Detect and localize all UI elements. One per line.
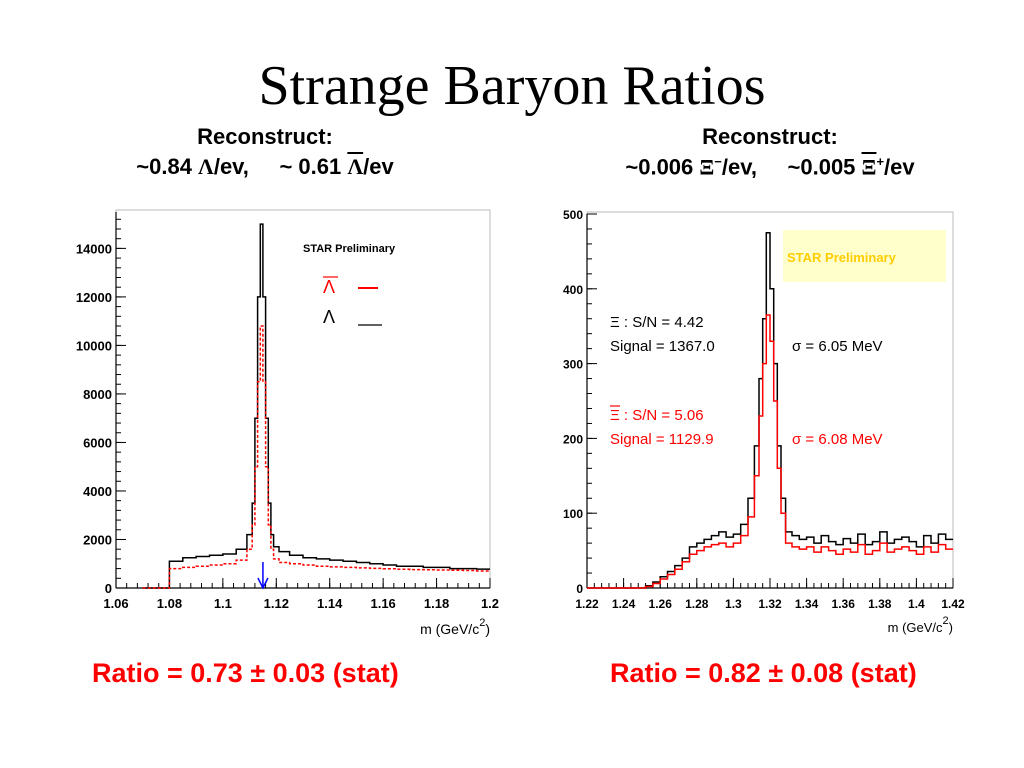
antilambda-yield-suffix: /ev	[363, 154, 394, 180]
x-tick-label: 1.08	[157, 596, 182, 611]
x-tick-label: 1.38	[868, 597, 892, 611]
legend-lambda-symbol: Λ	[323, 307, 335, 327]
star-preliminary-box	[783, 230, 946, 282]
page-title: Strange Baryon Ratios	[258, 55, 766, 117]
y-tick-label: 300	[563, 358, 583, 372]
star-preliminary-label: STAR Preliminary	[787, 250, 897, 265]
y-tick-label: 100	[563, 507, 583, 521]
y-tick-label: 6000	[83, 435, 112, 450]
annotation-text: Signal = 1129.9	[610, 431, 714, 448]
x-tick-label: 1.34	[795, 597, 819, 611]
annotation-text: σ = 6.05 MeV	[792, 338, 883, 355]
series-antiparticle-line	[142, 325, 490, 589]
x-tick-label: 1.3	[725, 597, 742, 611]
x-tick-label: 1.22	[575, 597, 599, 611]
x-axis-label: m (GeV/c2)	[888, 615, 953, 635]
y-tick-label: 10000	[76, 338, 112, 353]
y-tick-label: 8000	[83, 387, 112, 402]
x-tick-label: 1.28	[685, 597, 709, 611]
series-antiparticle-line	[587, 314, 953, 589]
antilambda-symbol: Λ	[347, 154, 364, 180]
x-tick-label: 1.4	[908, 597, 925, 611]
xi-charge: −	[714, 154, 722, 170]
y-tick-label: 400	[563, 283, 583, 297]
x-tick-label: 1.12	[264, 596, 289, 611]
left-ratio-text: Ratio = 0.73 ± 0.03 (stat)	[92, 658, 399, 688]
mass-arrow-head	[257, 577, 269, 590]
xi-yield-suffix: /ev,	[721, 154, 757, 180]
antixi-charge: +	[876, 154, 885, 170]
y-tick-label: 4000	[83, 484, 112, 499]
right-reconstruct-heading: Reconstruct:	[702, 124, 838, 149]
right-ratio-text: Ratio = 0.82 ± 0.08 (stat)	[610, 658, 917, 688]
antixi-yield-suffix: /ev	[884, 154, 915, 180]
series-particle-line	[142, 223, 490, 589]
star-preliminary-label: STAR Preliminary	[303, 243, 396, 255]
annotation-text: Signal = 1367.0	[610, 338, 715, 355]
x-axis-label: m (GeV/c2)	[420, 617, 490, 637]
x-tick-label: 1.06	[103, 596, 128, 611]
right-yield-line: ~0.006 Ξ−/ev, ~0.005 Ξ+/ev	[560, 154, 980, 181]
left-yield-line: ~0.84 Λ/ev, ~ 0.61 Λ/ev	[60, 154, 470, 180]
lambda-yield-prefix: ~0.84	[136, 154, 199, 180]
y-tick-label: 500	[563, 208, 583, 222]
x-tick-label: 1.2	[481, 596, 499, 611]
x-tick-label: 1.42	[941, 597, 965, 611]
lambda-symbol: Λ	[198, 154, 214, 180]
x-tick-label: 1.1	[214, 596, 232, 611]
y-tick-label: 14000	[76, 241, 112, 256]
y-tick-label: 0	[105, 581, 112, 596]
right-reconstruct-block: Reconstruct: ~0.006 Ξ−/ev, ~0.005 Ξ+/ev	[560, 124, 980, 181]
antilambda-yield-prefix: ~ 0.61	[279, 154, 348, 180]
x-tick-label: 1.32	[758, 597, 782, 611]
annotation-text: Ξ : S/N = 4.42	[610, 314, 704, 331]
annotation-text: σ = 6.08 MeV	[792, 431, 883, 448]
antixi-yield-prefix: ~0.005	[787, 154, 862, 180]
y-tick-label: 200	[563, 432, 583, 446]
series-particle-line	[587, 231, 953, 589]
x-tick-label: 1.18	[424, 596, 449, 611]
y-tick-label: 2000	[83, 532, 112, 547]
annotation-text: Ξ : S/N = 5.06	[610, 407, 704, 424]
lambda-yield-suffix: /ev,	[213, 154, 249, 180]
xi-symbol: Ξ	[699, 154, 715, 180]
legend-antilambda-symbol: Λ	[323, 277, 335, 297]
xi-yield-prefix: ~0.006	[625, 154, 700, 180]
y-tick-label: 0	[576, 582, 583, 596]
x-tick-label: 1.24	[612, 597, 636, 611]
x-tick-label: 1.26	[649, 597, 673, 611]
x-tick-label: 1.16	[370, 596, 395, 611]
y-tick-label: 12000	[76, 290, 112, 305]
left-reconstruct-block: Reconstruct: ~0.84 Λ/ev, ~ 0.61 Λ/ev	[60, 124, 470, 181]
x-tick-label: 1.36	[832, 597, 856, 611]
antixi-symbol: Ξ	[861, 154, 877, 180]
x-tick-label: 1.14	[317, 596, 343, 611]
left-reconstruct-heading: Reconstruct:	[197, 124, 333, 149]
